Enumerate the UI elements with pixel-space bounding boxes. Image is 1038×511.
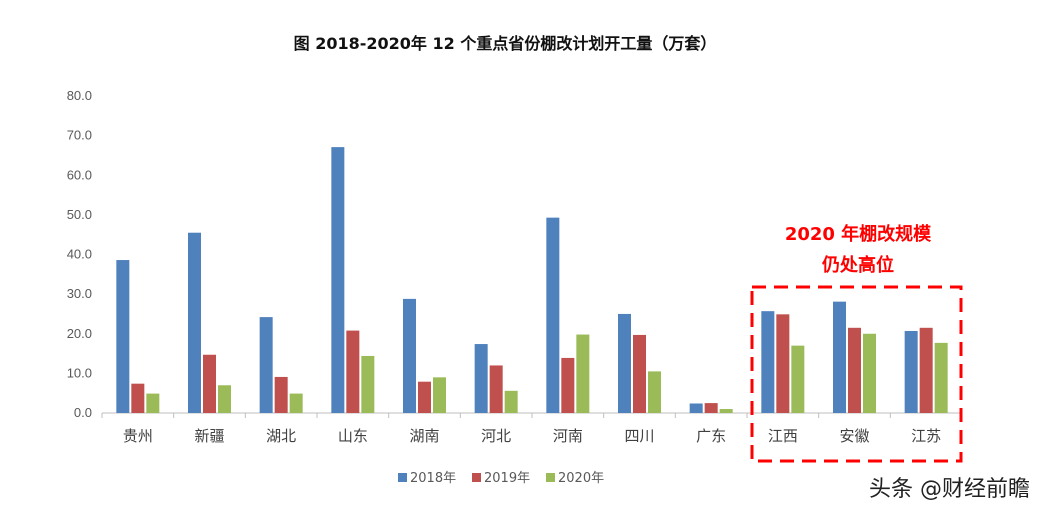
bar-3-12: [934, 342, 948, 413]
y-tick-label: 80.0: [67, 88, 92, 103]
bar-2-5: [418, 381, 431, 413]
bar-1-11: [833, 301, 846, 413]
x-tick-label: 山东: [338, 427, 368, 445]
bar-2-8: [633, 334, 646, 413]
legend-label: 2020年: [558, 471, 604, 486]
bar-1-3: [259, 317, 273, 413]
legend-label: 2018年: [410, 471, 456, 486]
y-tick-label: 40.0: [67, 247, 92, 262]
bar-1-6: [474, 344, 488, 413]
bar-1-5: [403, 298, 416, 413]
x-tick-label: 湖北: [266, 427, 296, 445]
bar-3-6: [504, 390, 518, 413]
x-axis: 贵州 新疆 湖北 山东 湖南 河北 河南 四川 广东 江西 安徽 江苏: [123, 427, 941, 445]
bar-1-12: [904, 330, 918, 413]
bar-2-11: [848, 327, 861, 413]
bar-2-7: [561, 357, 575, 413]
y-tick-label: 70.0: [67, 128, 92, 143]
bar-1-9: [689, 403, 703, 413]
y-tick-label: 50.0: [67, 207, 92, 222]
y-tick-label: 10.0: [67, 365, 92, 380]
x-axis-tick-marks: [101, 413, 963, 418]
x-tick-label: 湖南: [409, 427, 439, 445]
legend-swatch: [546, 473, 555, 482]
y-tick-label: 20.0: [67, 326, 92, 341]
y-axis: 0.0 10.0 20.0 30.0 40.0 50.0 60.0 70.0 80.0: [67, 88, 92, 420]
legend-swatch: [398, 473, 407, 482]
bar-3-3: [289, 393, 303, 413]
bar-2-2: [203, 354, 216, 413]
bar-1-10: [761, 311, 775, 413]
bar-1-8: [618, 313, 631, 413]
x-tick-label: 安徽: [839, 427, 869, 445]
x-tick-label: 江苏: [911, 427, 941, 445]
bar-3-4: [361, 355, 375, 413]
bar-3-2: [218, 385, 231, 413]
bar-2-1: [131, 383, 145, 413]
y-tick-label: 60.0: [67, 167, 92, 182]
bar-1-2: [188, 232, 201, 413]
watermark: 头条 @财经前瞻: [869, 477, 1030, 502]
legend: 2018年 2019年 2020年: [398, 471, 604, 486]
bar-2-6: [489, 365, 503, 413]
annotation-line-1: 2020 年棚改规模: [785, 223, 932, 245]
bars: [116, 147, 948, 413]
x-tick-label: 贵州: [123, 427, 153, 445]
bar-3-5: [433, 377, 446, 413]
bar-2-4: [346, 330, 360, 413]
legend-label: 2019年: [484, 471, 530, 486]
bar-3-10: [791, 345, 805, 413]
bar-3-1: [146, 393, 160, 413]
annotation-line-2: 仍处高位: [821, 254, 894, 276]
legend-swatch: [472, 473, 481, 482]
bar-2-9: [704, 403, 718, 413]
y-tick-label: 0.0: [74, 405, 92, 420]
x-tick-label: 江西: [768, 427, 798, 445]
bar-2-3: [274, 376, 288, 413]
chart-title: 图 2018-2020年 12 个重点省份棚改计划开工量（万套）: [294, 34, 717, 53]
y-tick-label: 30.0: [67, 286, 92, 301]
x-tick-label: 新疆: [194, 427, 224, 445]
x-tick-label: 广东: [696, 427, 726, 445]
bar-3-9: [719, 409, 733, 413]
bar-3-8: [648, 371, 661, 413]
bar-1-7: [546, 217, 560, 413]
x-tick-label: 河南: [553, 427, 583, 445]
bar-3-11: [863, 333, 876, 413]
x-tick-label: 四川: [624, 427, 654, 445]
bar-1-1: [116, 260, 130, 413]
bar-2-10: [776, 314, 790, 413]
bar-2-12: [919, 327, 933, 413]
highlight-box: [750, 285, 963, 463]
x-tick-label: 河北: [481, 427, 511, 445]
bar-1-4: [331, 147, 345, 413]
bar-3-7: [576, 334, 590, 413]
